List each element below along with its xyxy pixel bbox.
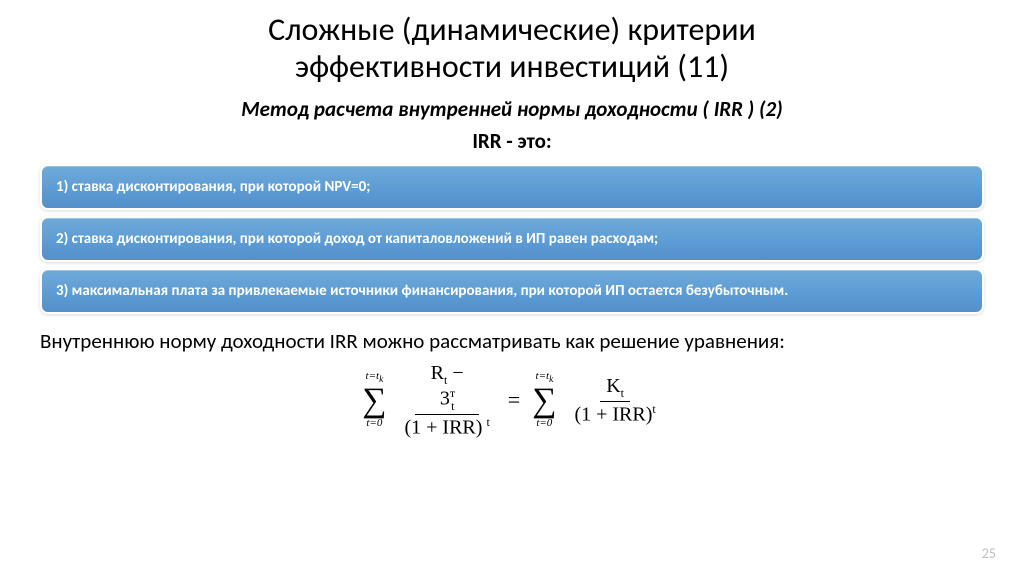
definition-box-2: 2) ставка дисконтирования, при которой д… [40,216,984,262]
denominator-right: (1 + IRR)t [568,402,661,426]
fraction-left: Rt − 3тt (1 + IRR)t [398,362,495,439]
sum-left: t=tk ∑ t=0 [362,371,386,429]
title-line-1: Сложные (динамические) критерии [268,10,756,49]
equation: t=tk ∑ t=0 Rt − 3тt (1 + IRR)t = t=tk ∑ [362,362,662,439]
sum-right: t=tk ∑ t=0 [532,371,556,429]
body-text: Внутреннюю норму доходности IRR можно ра… [40,328,984,354]
page-number: 25 [982,545,996,562]
numerator-right: Kt [600,375,630,402]
sum-bot-right: t=0 [536,418,552,429]
sigma-icon: ∑ [362,384,386,418]
numerator-left: Rt − 3тt [415,362,480,415]
formula: t=tk ∑ t=0 Rt − 3тt (1 + IRR)t = t=tk ∑ [40,362,984,439]
equals: = [508,387,520,413]
title-line-2: эффективности инвестиций (11) [295,47,729,86]
definition-text-1: 1) ставка дисконтирования, при которой N… [56,178,370,196]
sigma-icon: ∑ [532,384,556,418]
subtitle: Метод расчета внутренней нормы доходност… [40,96,984,122]
page-title: Сложные (динамические) критерии эффектив… [40,12,984,86]
definition-text-2: 2) ставка дисконтирования, при которой д… [56,230,658,248]
fraction-right: Kt (1 + IRR)t [568,375,661,426]
definition-boxes: 1) ставка дисконтирования, при которой N… [40,164,984,314]
subheader: IRR - это: [40,128,984,154]
sum-bot-left: t=0 [366,418,382,429]
definition-box-3: 3) максимальная плата за привлекаемые ис… [40,268,984,314]
denominator-left: (1 + IRR)t [398,415,495,439]
definition-box-1: 1) ставка дисконтирования, при которой N… [40,164,984,210]
definition-text-3: 3) максимальная плата за привлекаемые ис… [56,282,788,300]
slide: Сложные (динамические) критерии эффектив… [0,0,1024,576]
